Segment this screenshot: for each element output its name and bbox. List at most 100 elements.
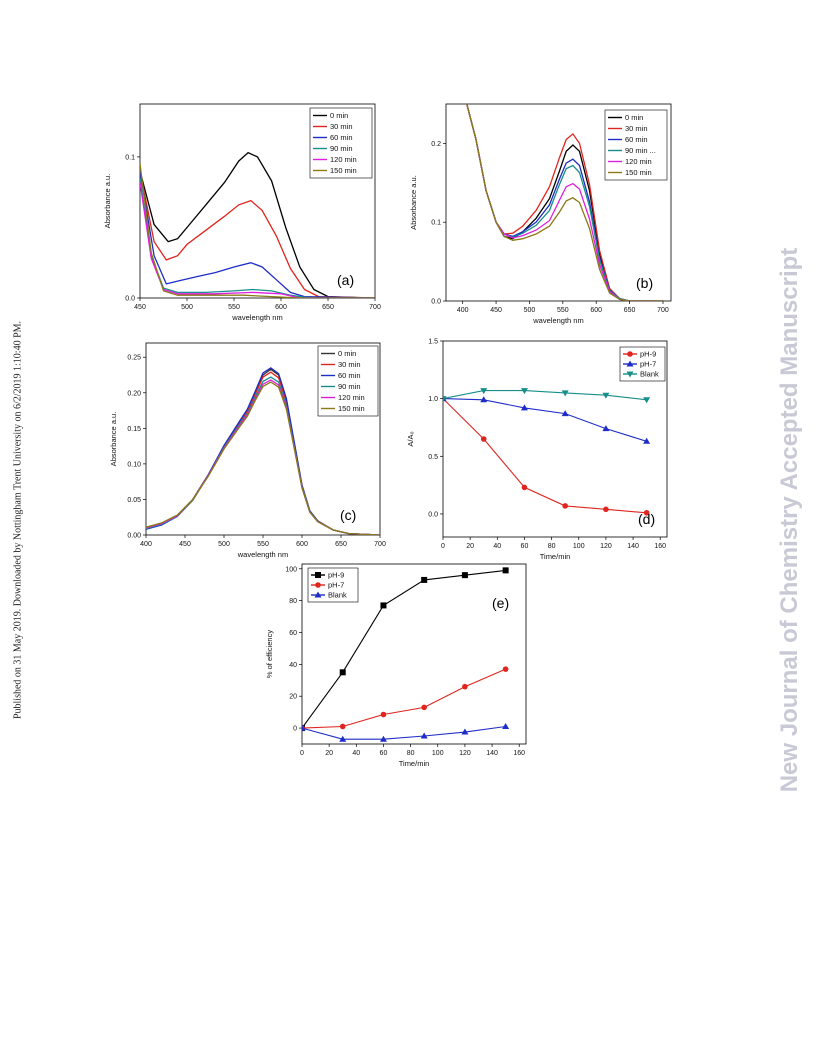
x-tick-label: 650 [624, 307, 636, 314]
data-point [602, 392, 610, 399]
legend: 0 min 30 min 60 min 90 min 120 min 150 min [317, 345, 379, 417]
y-tick-label: 20 [289, 694, 297, 701]
legend-label: 120 min [338, 393, 365, 402]
y-tick-label: 0.25 [127, 355, 141, 362]
legend-box [604, 109, 668, 181]
y-tick-label: 0.0 [431, 299, 441, 306]
y-tick-label: 0.2 [431, 141, 441, 148]
legend-label: pH-9 [640, 350, 656, 359]
series-line-1 [443, 398, 647, 514]
legend-label: 120 min [625, 157, 652, 166]
x-tick-label: 40 [493, 543, 501, 550]
publication-note: Published on 31 May 2019. Downloaded by … [12, 320, 24, 720]
y-tick-label: 0.0 [125, 296, 135, 303]
journal-watermark: New Journal of Chemistry Accepted Manusc… [776, 247, 803, 793]
chart-e: 0 20 40 60 80 100 120 140 160020406080100Time/mi… [265, 563, 527, 768]
y-tick-label: 0.1 [125, 154, 135, 161]
data-point [502, 666, 509, 672]
y-tick-label: 40 [289, 662, 297, 669]
panel-label: (c) [340, 507, 356, 523]
legend-label: 90 min ... [625, 146, 656, 155]
legend-label: 90 min [338, 382, 361, 391]
x-tick-label: 550 [228, 304, 240, 311]
series-line-3 [443, 390, 647, 401]
x-tick-label: 120 [459, 750, 471, 757]
x-tick-label: 700 [657, 307, 669, 314]
data-point [461, 728, 469, 735]
data-point [462, 683, 468, 690]
data-point [421, 704, 427, 711]
data-point [380, 602, 387, 609]
x-tick-label: 0 [441, 543, 445, 550]
legend-label: 0 min [338, 349, 356, 358]
chart-c: 400 450 500 550 600 650 700 0.00 0.05 0.10 0.15 0.2… [109, 342, 386, 559]
x-tick-label: 60 [521, 543, 529, 550]
data-point [420, 732, 428, 739]
legend-marker [626, 371, 634, 378]
y-tick-label: 0.15 [127, 426, 141, 433]
x-tick-label: 450 [490, 307, 502, 314]
panel-label: (d) [638, 511, 655, 527]
x-tick-label: 650 [322, 304, 334, 311]
data-point [302, 724, 306, 731]
x-tick-label: 160 [654, 543, 666, 550]
y-tick-label: 0.0 [428, 511, 438, 518]
legend-marker [315, 572, 321, 578]
x-tick-label: 160 [513, 750, 525, 757]
y-tick-label: 0.05 [127, 497, 141, 504]
data-point [562, 503, 568, 509]
x-tick-label: 400 [457, 307, 469, 314]
y-tick-label: 0.10 [127, 461, 141, 468]
x-axis-label: wavelength nm [231, 313, 282, 322]
legend-label: 30 min [330, 122, 353, 131]
series-line-6 [140, 163, 375, 298]
y-tick-label: 80 [289, 598, 297, 605]
legend-box [309, 107, 373, 179]
series-line-2 [140, 170, 375, 298]
series-line-6 [146, 381, 380, 535]
x-tick-label: 600 [296, 541, 308, 548]
legend-label: pH-7 [328, 581, 344, 590]
series-line-2 [302, 668, 506, 729]
series-line-3 [140, 170, 375, 298]
data-point [502, 567, 509, 574]
data-point [480, 436, 487, 442]
y-tick-label: 1.0 [428, 396, 438, 403]
x-tick-label: 450 [179, 541, 191, 548]
legend-label: 0 min [330, 111, 348, 120]
x-axis-label: wavelength nm [237, 550, 288, 559]
x-tick-label: 700 [369, 304, 381, 311]
y-tick-label: 60 [289, 630, 297, 637]
legend-label: 60 min [625, 135, 648, 144]
x-tick-label: 600 [275, 304, 287, 311]
x-axis-label: wavelength nm [532, 316, 583, 325]
legend-label: 90 min [330, 144, 353, 153]
y-axis-label: A/A₀ [406, 431, 415, 446]
plot-frame [445, 103, 672, 302]
x-tick-label: 100 [573, 543, 585, 550]
panel-label: (a) [337, 272, 354, 288]
x-tick-label: 650 [335, 541, 347, 548]
series-line-3 [302, 725, 506, 740]
data-point [521, 484, 528, 491]
y-axis-label: Absorbance a.u. [103, 174, 112, 229]
x-tick-label: 20 [466, 543, 474, 550]
data-point [443, 396, 447, 403]
data-point [339, 723, 346, 730]
x-tick-label: 80 [407, 750, 415, 757]
data-point [339, 735, 347, 742]
data-point [480, 388, 488, 395]
x-tick-label: 60 [380, 750, 388, 757]
x-tick-label: 140 [486, 750, 498, 757]
y-tick-label: 0 [293, 726, 297, 733]
x-tick-label: 600 [590, 307, 602, 314]
data-point [643, 397, 651, 404]
x-tick-label: 700 [374, 541, 386, 548]
legend-label: pH-7 [640, 360, 656, 369]
x-tick-label: 80 [548, 543, 556, 550]
data-point [380, 711, 387, 718]
legend-marker [314, 591, 322, 598]
